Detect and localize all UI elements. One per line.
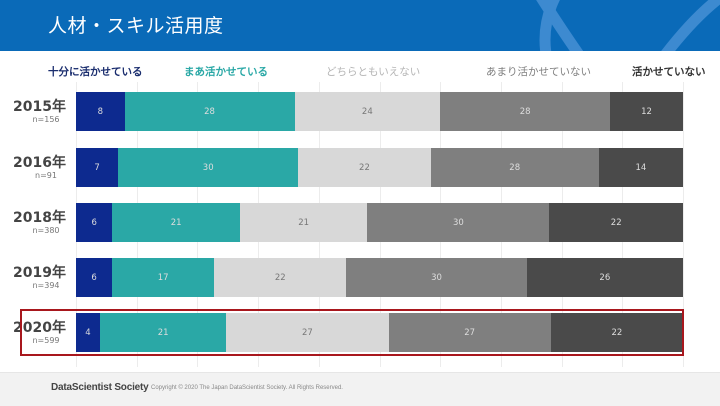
bar-segment: 24 <box>294 92 441 131</box>
bar-segment: 22 <box>549 203 683 242</box>
sample-size: n=156 <box>32 115 60 124</box>
bar-segment: 6 <box>76 258 113 297</box>
year-label: 2015年 <box>13 99 66 115</box>
stacked-bar: 6 21 21 30 22 <box>76 203 683 242</box>
sample-size: n=91 <box>35 171 57 180</box>
gridline <box>683 82 684 367</box>
globe-decoration-icon <box>536 0 720 51</box>
legend-item-somewhat: まあ活かせている <box>184 66 268 78</box>
sample-size: n=380 <box>32 226 60 235</box>
bar-segment: 30 <box>346 258 527 297</box>
bar-segment: 6 <box>76 203 113 242</box>
bar-segment: 30 <box>118 148 299 187</box>
highlight-box-2020 <box>20 309 684 356</box>
year-label: 2016年 <box>13 155 66 171</box>
year-label: 2019年 <box>13 265 66 281</box>
slide-footer: DataScientist Society Copyright © 2020 T… <box>0 372 720 406</box>
bar-segment: 27 <box>226 313 389 352</box>
bar-segment: 17 <box>112 258 215 297</box>
legend-item-fully: 十分に活かせている <box>48 66 143 78</box>
bar-segment: 4 <box>76 313 101 352</box>
year-label: 2018年 <box>13 210 66 226</box>
legend-item-not-at-all: 活かせていない <box>632 66 706 78</box>
bar-segment: 7 <box>76 148 119 187</box>
row-label: 2018年 n=380 <box>0 210 72 235</box>
bar-segment: 12 <box>610 92 683 131</box>
row-label: 2019年 n=394 <box>0 265 72 290</box>
slide-header: 人材・スキル活用度 <box>0 0 720 51</box>
bar-segment: 8 <box>76 92 125 131</box>
bar-segment: 30 <box>367 203 550 242</box>
bar-segment: 28 <box>430 148 599 187</box>
bar-segment: 28 <box>124 92 295 131</box>
page-title: 人材・スキル活用度 <box>48 15 224 37</box>
legend-item-neutral: どちらともいえない <box>326 66 421 78</box>
brand-logo: DataScientist Society <box>51 382 149 393</box>
bar-segment: 21 <box>100 313 227 352</box>
bar-segment: 28 <box>440 92 611 131</box>
bar-segment: 22 <box>550 313 683 352</box>
stacked-bar: 4 21 27 27 22 <box>76 313 683 352</box>
bar-segment: 14 <box>598 148 683 187</box>
copyright-text: Copyright © 2020 The Japan DataScientist… <box>151 385 343 391</box>
bar-segment: 27 <box>388 313 551 352</box>
row-label: 2015年 n=156 <box>0 99 72 124</box>
bar-segment: 21 <box>239 203 368 242</box>
bar-segment: 26 <box>526 258 683 297</box>
chart-legend: 十分に活かせている まあ活かせている どちらともいえない あまり活かせていない … <box>0 64 720 80</box>
row-label: 2016年 n=91 <box>0 155 72 180</box>
stacked-bar: 7 30 22 28 14 <box>76 148 683 187</box>
legend-item-not-much: あまり活かせていない <box>486 66 591 78</box>
bar-segment: 21 <box>112 203 240 242</box>
sample-size: n=394 <box>32 281 60 290</box>
stacked-bar: 6 17 22 30 26 <box>76 258 683 297</box>
row-label: 2020年 n=599 <box>0 320 72 345</box>
year-label: 2020年 <box>13 320 66 336</box>
sample-size: n=599 <box>32 336 60 345</box>
stacked-bar: 8 28 24 28 12 <box>76 92 683 131</box>
bar-segment: 22 <box>298 148 431 187</box>
bar-segment: 22 <box>214 258 347 297</box>
